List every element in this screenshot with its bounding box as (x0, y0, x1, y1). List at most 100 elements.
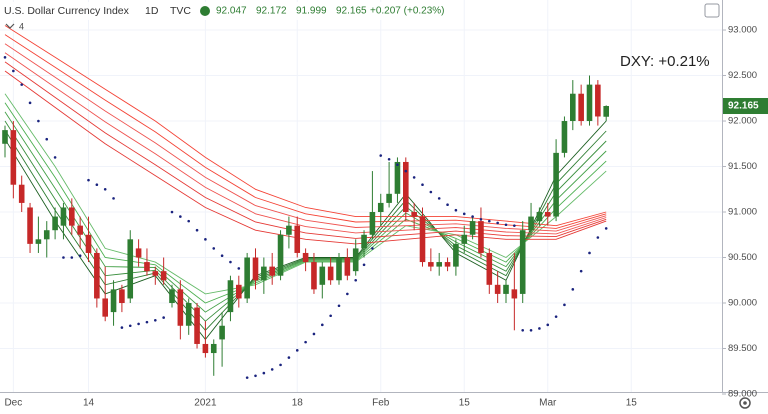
x-tick-label: 18 (292, 398, 304, 409)
candle-body (403, 161, 409, 213)
candle-body (286, 225, 292, 235)
y-tick-label: 92.000 (728, 116, 757, 127)
candle-body (478, 221, 484, 253)
sar-dot (270, 368, 274, 371)
settings-gear-center[interactable] (743, 401, 747, 405)
x-tick-label: 15 (459, 398, 471, 409)
candle-body (528, 216, 534, 231)
candle-body (294, 225, 301, 253)
x-tick-label: 14 (83, 398, 95, 409)
candle-body (544, 212, 551, 217)
sar-dot (421, 183, 424, 187)
candle-body (177, 289, 184, 326)
candle-body (411, 212, 417, 217)
sar-dot (396, 163, 399, 166)
candle-body (386, 193, 392, 203)
last-price-label: 92.165 (728, 101, 759, 112)
sar-dot (488, 219, 491, 223)
sar-dot (245, 376, 249, 379)
candle-body (570, 93, 576, 122)
candle-body (469, 221, 476, 235)
candle-body (595, 84, 601, 117)
y-tick-label: 90.000 (728, 298, 757, 309)
close-value: 92.165 (336, 6, 367, 17)
candle-body (277, 234, 284, 276)
candle-body (194, 307, 200, 344)
sar-dot (179, 215, 182, 218)
candle-body (494, 284, 501, 294)
candle-body (444, 262, 451, 267)
sar-dot (354, 278, 358, 282)
sar-dot (229, 260, 232, 264)
sar-dot (120, 326, 124, 329)
sar-dot (496, 221, 499, 225)
sar-dot (262, 371, 266, 375)
sar-dot (596, 236, 600, 239)
market-status-icon (200, 6, 210, 16)
sar-dot (604, 227, 608, 230)
candle-body (27, 207, 33, 244)
sar-dot (53, 156, 57, 159)
candle-body (428, 262, 434, 267)
candle-body (352, 248, 359, 272)
sar-dot (513, 224, 516, 227)
sar-dot (237, 267, 241, 270)
x-tick-label: 15 (626, 398, 638, 409)
candle-body (536, 212, 543, 222)
sar-dot (145, 320, 149, 324)
candle-body (236, 284, 242, 299)
y-tick-label: 91.000 (728, 207, 757, 218)
maximize-button[interactable] (704, 3, 720, 18)
sar-dot (571, 288, 575, 291)
sar-dot (28, 101, 32, 105)
candle-body (169, 289, 175, 304)
sar-dot (187, 219, 190, 223)
x-tick-label: 2021 (194, 398, 217, 409)
candle-body (436, 262, 442, 267)
candle-body (252, 257, 259, 281)
sar-dot (137, 322, 140, 326)
indicator-count: 4 (19, 21, 24, 31)
candle-body (85, 234, 92, 253)
candle-body (185, 303, 192, 326)
settings-gear[interactable] (739, 397, 751, 409)
sar-dot (287, 356, 291, 359)
sar-dot (538, 327, 541, 330)
sar-dot (254, 374, 257, 378)
candle-body (43, 230, 50, 240)
sar-dot (529, 329, 533, 332)
candle-body (311, 262, 317, 290)
candle-body (18, 184, 25, 203)
sar-dot (204, 238, 207, 241)
ribbon-line (4, 61, 607, 239)
ribbon-line (4, 43, 607, 232)
sar-dot (12, 69, 15, 73)
candle-body (35, 239, 42, 244)
candle-body (553, 152, 559, 217)
candle-body (52, 216, 58, 231)
plot (2, 25, 609, 379)
candle-body (244, 257, 250, 299)
candle-body (261, 266, 267, 281)
sar-dot (479, 217, 483, 221)
sar-dot (471, 215, 474, 218)
y-tick-label: 91.500 (728, 161, 757, 172)
candle-body (578, 93, 584, 122)
sar-dot (128, 324, 132, 328)
axes: 89.000 89.500 90.000 90.500 91.000 91.500 92.0… (4, 25, 768, 409)
candle-body (586, 84, 593, 122)
sar-dot (337, 304, 341, 308)
candle-body (127, 239, 134, 299)
sar-dot (112, 197, 115, 200)
candle-body (110, 289, 117, 313)
ribbon-line (4, 70, 607, 245)
y-tick-label: 89.000 (728, 389, 757, 400)
sar-dot (371, 247, 374, 250)
candle-body (511, 289, 518, 299)
ribbon-line (4, 52, 607, 235)
indicators-toggle[interactable] (5, 23, 15, 29)
sar-dot (504, 223, 508, 227)
sar-dot (37, 119, 40, 123)
candle-body (210, 343, 217, 354)
settings-button[interactable] (739, 397, 751, 409)
